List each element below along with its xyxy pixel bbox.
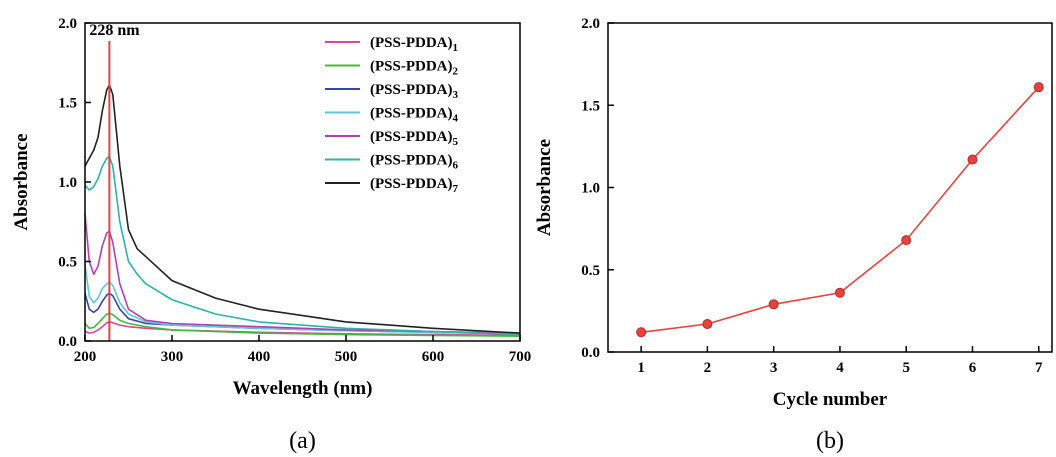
panel-b-plot-frame [607,22,1053,353]
panel-b-x-axis-title: Cycle number [773,389,888,410]
panel-b-label: (b) [816,428,844,454]
x-tick-label: 1 [637,360,645,376]
x-tick-label: 400 [248,349,271,365]
panel-a-x-axis-title: Wavelength (nm) [233,378,373,399]
series-line-2 [84,312,521,337]
legend-name: (PSS-PDDA) [370,153,453,169]
legend-subscript: 3 [453,89,459,101]
x-tick-label: 2 [704,360,712,376]
panel-b-series-group [636,82,1044,338]
peak-annotation-label: 228 nm [89,22,140,39]
legend-label: (PSS-PDDA)5 [370,129,459,148]
y-tick-label: 1.0 [58,175,77,191]
x-tick-label: 300 [161,349,184,365]
data-point-2 [702,319,713,330]
legend-label: (PSS-PDDA)3 [370,82,459,101]
panel-a-series-group [84,84,521,337]
legend-label: (PSS-PDDA)7 [370,176,459,195]
data-point-5 [901,235,912,246]
y-tick-label: 1.0 [581,181,600,197]
panel-b-cycle-chart: 1 2 3 4 5 6 7 0.0 0.5 1.0 1.5 2.0 Cycle number Abso… [534,16,1053,454]
legend-label: (PSS-PDDA)4 [370,106,459,125]
x-tick-label: 3 [770,360,778,376]
x-tick-label: 200 [74,349,97,365]
panel-a-y-axis-title: Absorbance [11,133,32,230]
legend-subscript: 6 [453,160,459,172]
legend-subscript: 7 [453,183,459,195]
legend-label: (PSS-PDDA)1 [370,35,458,54]
legend-subscript: 1 [453,42,459,54]
y-tick-label: 0.0 [581,345,600,361]
y-tick-label: 2.0 [581,16,600,32]
x-tick-label: 6 [969,360,977,376]
y-tick-label: 2.0 [58,16,77,32]
series-line-4 [84,264,521,335]
y-tick-label: 1.5 [581,98,600,114]
data-point-3 [768,299,779,310]
legend-subscript: 5 [453,136,459,148]
x-tick-label: 4 [836,360,844,376]
x-tick-label: 5 [902,360,910,376]
data-point-6 [967,154,978,165]
y-tick-label: 0.5 [581,263,600,279]
x-tick-label: 700 [509,349,532,365]
panel-a-spectra-chart: 228 nm 200 300 400 500 600 700 0.0 0.5 1.0 1.5 2.0… [11,16,531,454]
data-point-1 [636,327,647,338]
legend-label: (PSS-PDDA)6 [370,153,459,172]
x-tick-label: 7 [1035,360,1043,376]
legend-name: (PSS-PDDA) [370,129,453,145]
y-tick-label: 0.0 [58,334,77,350]
legend-subscript: 4 [453,113,459,125]
legend-name: (PSS-PDDA) [370,82,453,98]
series-line-7 [84,84,521,334]
legend-label: (PSS-PDDA)2 [370,59,459,78]
legend-name: (PSS-PDDA) [370,106,453,122]
y-tick-label: 0.5 [58,255,77,271]
series-line-5 [84,213,521,334]
legend-subscript: 2 [453,66,459,78]
legend-name: (PSS-PDDA) [370,176,453,192]
series-line-6 [84,155,521,336]
panel-a-label: (a) [289,428,316,454]
legend-name: (PSS-PDDA) [370,35,453,51]
data-point-4 [834,287,845,298]
x-tick-label: 500 [335,349,358,365]
legend-name: (PSS-PDDA) [370,59,453,75]
x-tick-label: 600 [422,349,445,365]
panel-a-ticks: 200 300 400 500 600 700 0.0 0.5 1.0 1.5 2.0 [58,16,531,365]
y-tick-label: 1.5 [58,96,77,112]
panel-a-legend: (PSS-PDDA)1(PSS-PDDA)2(PSS-PDDA)3(PSS-PD… [325,35,459,195]
data-point-7 [1033,82,1044,93]
panel-b-ticks: 1 2 3 4 5 6 7 0.0 0.5 1.0 1.5 2.0 [581,16,1043,376]
panel-b-y-axis-title: Absorbance [534,139,555,236]
